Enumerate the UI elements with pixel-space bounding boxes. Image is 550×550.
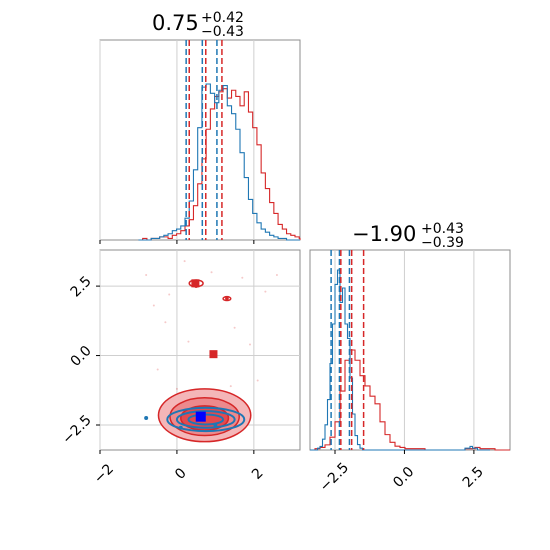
y-tick-label: −2.5 [59,412,94,447]
panel-top-title-plus: +0.42 [201,10,244,26]
panel-right-quantile-lines [330,250,365,450]
faint-sample-point [233,326,236,329]
panel-top-quantile-lines [185,40,223,240]
panel-scatter-points [144,260,278,430]
panel-right-ticks: −2.5 0.0 2.5 [317,450,487,495]
panel-right-histograms [310,269,510,451]
y-tick-label: 2.5 [68,273,95,300]
panel-top-frame [99,39,301,241]
x-tick-label: −2.5 [317,460,352,495]
red-square-marker-1 [209,350,218,359]
red-sample-point [225,296,229,301]
panel-right-grid [334,250,475,450]
blue-sample-point [144,416,149,421]
faint-sample-point [264,290,267,293]
panel-top-ticks [99,240,255,244]
panel-right-title-value: −1.90 [352,222,416,246]
faint-sample-point [210,271,213,274]
x-tick-label: 2.5 [460,464,487,491]
faint-sample-point [183,260,186,263]
panel-right-frame [309,249,511,451]
faint-sample-point [241,276,244,279]
panel-top-grid [99,40,255,240]
x-tick-label: 2 [249,465,267,483]
faint-sample-point [249,343,251,346]
blue-sample-point [178,425,183,430]
panel-right-title-plus: +0.43 [421,221,464,237]
histogram-panel-right: −2.5 0.0 2.5 −1.90 +0.43 −0.39 [309,221,511,495]
red-square-marker-0 [191,279,200,288]
faint-sample-point [229,385,232,388]
panel-top-title-minus: −0.43 [201,24,244,40]
scatter-panel: −2 0 2 −2.5 0.0 2.5 [59,249,301,487]
histogram-blue-series [138,83,300,241]
faint-sample-point [187,340,190,343]
panel-top-histograms [138,83,301,241]
panel-top-title-value: 0.75 [152,11,199,35]
contour-blue-0 [166,406,246,433]
faint-sample-point [256,379,259,382]
panel-right-title-minus: −0.39 [421,235,464,251]
blue-square-marker [195,411,206,422]
histogram-red-series [310,349,510,451]
x-tick-label: 0 [172,465,190,483]
faint-sample-point [145,274,148,276]
histogram-blue-series [310,269,490,451]
faint-sample-point [275,274,278,276]
histogram-panel-top: 0.75 +0.42 −0.43 [99,10,301,244]
faint-sample-point [175,387,178,390]
faint-sample-point [156,368,159,371]
x-tick-label: −2 [91,461,117,487]
blue-sample-point [213,423,218,427]
faint-sample-point [164,321,167,324]
faint-sample-point [152,304,155,307]
x-tick-label: 0.0 [390,464,417,491]
y-tick-label: 0.0 [68,343,95,370]
contour-blue-1 [175,410,236,429]
faint-sample-point [168,293,171,296]
contour-red-island-1 [222,295,232,302]
